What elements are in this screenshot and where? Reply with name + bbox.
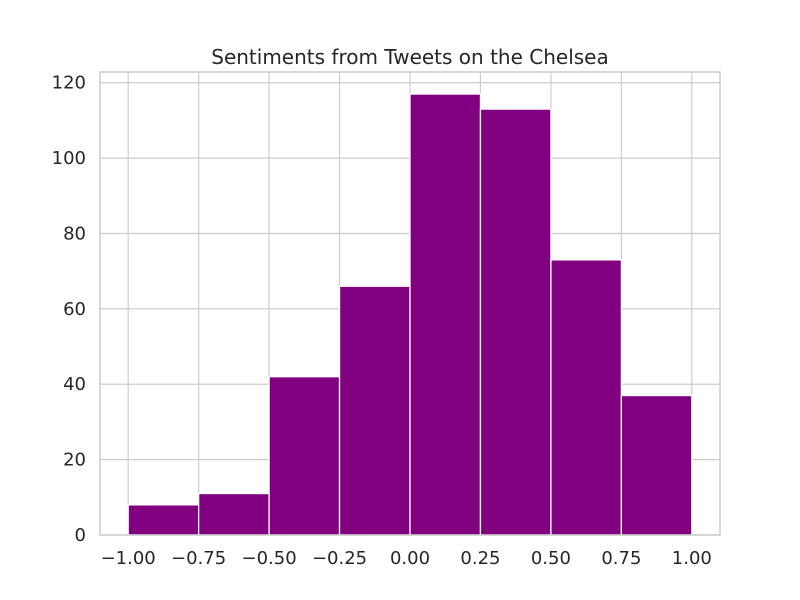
x-tick-label: 1.00 [672, 548, 712, 569]
histogram-bar [479, 108, 552, 536]
histogram-bar [620, 394, 693, 536]
histogram-bar [409, 93, 482, 536]
y-tick-label: 100 [52, 148, 86, 169]
histogram-bars [127, 93, 693, 536]
chart-title: Sentiments from Tweets on the Chelsea [211, 45, 608, 69]
x-tick-label: 0.25 [460, 548, 500, 569]
y-tick-label: 40 [63, 374, 86, 395]
y-tick-label: 0 [75, 525, 86, 546]
histogram-bar [127, 504, 200, 536]
histogram-bar [197, 492, 270, 536]
y-axis-tick-labels: 0 20 40 60 80 100 120 [52, 73, 86, 546]
x-tick-label: −0.50 [242, 548, 297, 569]
x-axis-tick-labels: −1.00 −0.75 −0.50 −0.25 0.00 0.25 0.50 0.75 1.00 [101, 548, 712, 569]
x-tick-label: −0.25 [312, 548, 367, 569]
histogram-bar [338, 285, 411, 536]
x-tick-label: 0.75 [601, 548, 641, 569]
x-tick-label: −0.75 [171, 548, 226, 569]
y-tick-label: 80 [63, 223, 86, 244]
x-tick-label: 0.50 [531, 548, 571, 569]
y-tick-label: 60 [63, 299, 86, 320]
x-tick-label: 0.00 [390, 548, 430, 569]
plot-frame [99, 71, 721, 536]
y-tick-label: 120 [52, 73, 86, 94]
y-tick-label: 20 [63, 450, 86, 471]
x-tick-label: −1.00 [101, 548, 156, 569]
histogram-bar [550, 259, 623, 536]
histogram-bar [268, 376, 341, 536]
